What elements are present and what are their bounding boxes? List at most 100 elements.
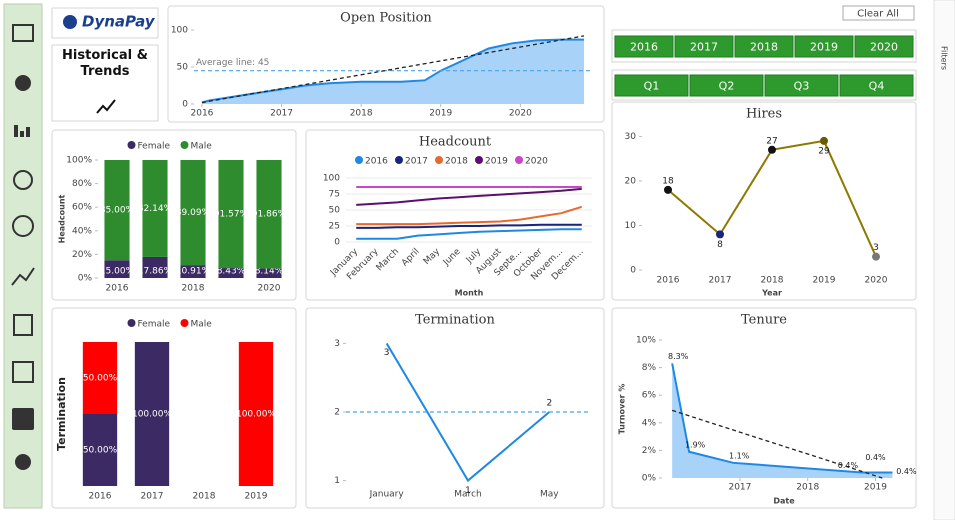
y-tick-label: 2%: [642, 446, 657, 456]
data-label: 50.00%: [83, 446, 118, 456]
x-tick-label: 2017: [270, 109, 293, 119]
slicer-button[interactable]: [689, 74, 764, 97]
x-tick-label: 2018: [193, 492, 216, 502]
y-tick-label: 20%: [72, 250, 92, 260]
y-tick-label: 0: [334, 238, 340, 248]
data-label: 15.00%: [100, 267, 135, 277]
data-label: 1.1%: [729, 451, 750, 460]
legend-label: Male: [191, 142, 213, 152]
line: [356, 187, 582, 206]
slicer-button-label: 2020: [870, 41, 898, 54]
data-label: 29: [818, 146, 830, 156]
legend-swatch: [515, 156, 523, 164]
icon[interactable]: [14, 125, 18, 137]
icon[interactable]: [11, 267, 35, 286]
line: [356, 223, 582, 229]
chart-title: Termination: [415, 313, 495, 328]
bar-segment: [82, 342, 118, 414]
y-tick-label: 100%: [66, 156, 92, 166]
trend-icon: [96, 99, 116, 114]
x-axis-label: Date: [773, 497, 795, 506]
trend-line: [201, 35, 585, 104]
filters-label: Filters: [940, 46, 949, 70]
icon[interactable]: [13, 314, 33, 336]
data-label: 27: [766, 136, 777, 146]
y-tick-label: 100: [171, 26, 188, 36]
point: [664, 185, 672, 194]
data-label: 100.00%: [132, 410, 172, 420]
y-tick-label: 40%: [72, 226, 92, 236]
slicer-button[interactable]: [839, 74, 914, 97]
x-tick-label: 2018: [350, 109, 373, 119]
title-wrap: Historical & Trends: [62, 48, 148, 79]
chart-title: Open Position: [340, 11, 432, 26]
bar-segment: [238, 342, 274, 486]
icon[interactable]: [15, 454, 31, 470]
legend-label: 2019: [485, 157, 508, 167]
data-label: 1: [465, 486, 471, 496]
x-tick-label: March: [454, 490, 481, 500]
icon[interactable]: [12, 361, 34, 383]
x-tick-label: 2019: [245, 492, 268, 502]
x-tick-label: May: [540, 490, 559, 500]
icon[interactable]: [12, 215, 34, 237]
legend-swatch: [395, 156, 403, 164]
slicer-button-label: Q1: [644, 80, 660, 93]
y-axis-label: Headcount: [58, 194, 67, 243]
y-tick-label: 100: [323, 174, 340, 184]
line: [385, 342, 550, 483]
slicer-button[interactable]: [674, 35, 734, 58]
y-tick-label: 0: [182, 100, 188, 110]
panel: [611, 101, 917, 301]
icon[interactable]: [12, 408, 34, 430]
area: [201, 39, 585, 105]
y-tick-label: 30: [625, 132, 637, 142]
bar-segment: [142, 256, 168, 278]
bar-segment: [180, 160, 206, 266]
bar-segment: [104, 260, 130, 278]
y-tick-label: 10: [625, 221, 637, 231]
slicer-button[interactable]: [854, 35, 914, 58]
icon[interactable]: [13, 170, 33, 190]
data-label: 0.4%: [865, 453, 886, 462]
legend-label: Female: [138, 320, 171, 330]
filters-pane[interactable]: [933, 0, 955, 520]
x-tick-label: 2016: [657, 276, 680, 286]
y-tick-label: 75: [329, 190, 340, 200]
legend-label: Female: [138, 142, 171, 152]
icon[interactable]: [15, 75, 31, 91]
data-label: 50.00%: [83, 374, 118, 384]
slicer-button[interactable]: [794, 35, 854, 58]
y-tick-label: 25: [329, 222, 340, 232]
page-title: Historical & Trends: [62, 48, 148, 79]
slicer-button[interactable]: [734, 35, 794, 58]
slicer-button-label: Q4: [869, 80, 885, 93]
slicer-button[interactable]: [614, 35, 674, 58]
x-tick-label: 2019: [864, 483, 887, 493]
data-label: 8: [717, 240, 723, 250]
legend-label: Male: [191, 320, 213, 330]
x-tick-label: 2019: [429, 109, 452, 119]
x-tick-label: 2017: [141, 492, 164, 502]
slicer-button[interactable]: [764, 74, 839, 97]
x-tick-label: 2016: [106, 284, 129, 294]
data-label: 8.14%: [255, 267, 284, 277]
x-tick-label: January: [369, 490, 405, 500]
line: [201, 38, 585, 104]
y-tick-label: 3: [334, 339, 340, 349]
data-label: 2: [546, 399, 552, 409]
legend-label: 2016: [365, 157, 388, 167]
data-label: 8.3%: [668, 352, 689, 361]
x-axis-label: Month: [455, 289, 484, 298]
point: [872, 252, 880, 261]
legend-label: 2020: [525, 157, 548, 167]
data-label: 18: [662, 176, 674, 186]
trend-line: [671, 409, 883, 479]
icon[interactable]: [12, 24, 34, 42]
x-tick-label: 2016: [89, 492, 112, 502]
slicer-button[interactable]: [614, 74, 689, 97]
clear-all-button[interactable]: [842, 5, 915, 21]
y-tick-label: 2: [334, 408, 340, 418]
slicer-button-label: 2019: [810, 41, 838, 54]
